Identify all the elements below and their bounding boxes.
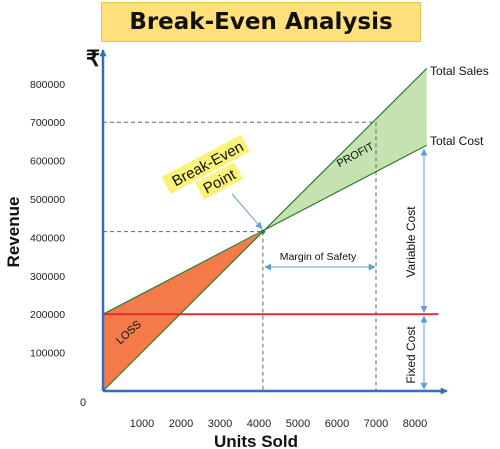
margin-of-safety-label: Margin of Safety [280,251,357,263]
x-tick-label: 1000 [130,418,154,430]
x-tick-label: 7000 [364,418,388,430]
break-even-label-highlight-2 [195,162,243,200]
y-tick-label: 300000 [30,271,65,283]
y-tick-label: 800000 [30,79,65,91]
x-tick-label: 2000 [169,418,193,430]
chart-title: Break-Even Analysis [129,9,393,35]
y-tick-label: 200000 [30,309,65,321]
fixed-cost-label: Fixed Cost [404,326,418,384]
total-cost-label: Total Cost [430,134,484,148]
y-tick-label: 600000 [30,156,65,168]
y-tick-label: 400000 [30,232,65,244]
title-box: Break-Even Analysis [101,2,421,42]
y-tick-label: 700000 [30,117,65,129]
break-even-point [260,229,266,234]
y-axis-label: Revenue [4,197,23,268]
x-axis-label: Units Sold [214,432,298,449]
total-cost-line [102,144,427,315]
y-tick-label: 100000 [30,348,65,360]
origin-label: 0 [80,397,86,409]
y-tick-label: 500000 [30,194,65,206]
variable-cost-label: Variable Cost [404,206,418,278]
x-tick-label: 8000 [403,418,427,430]
x-tick-label: 4000 [247,418,271,430]
total-sales-label: Total Sales [430,64,489,78]
x-tick-label: 5000 [286,418,310,430]
x-tick-label: 6000 [325,418,349,430]
currency-symbol: ₹ [86,46,100,71]
break-even-pointer-arrow [231,193,263,230]
break-even-label-highlight-1 [161,134,250,194]
x-tick-label: 3000 [208,418,232,430]
